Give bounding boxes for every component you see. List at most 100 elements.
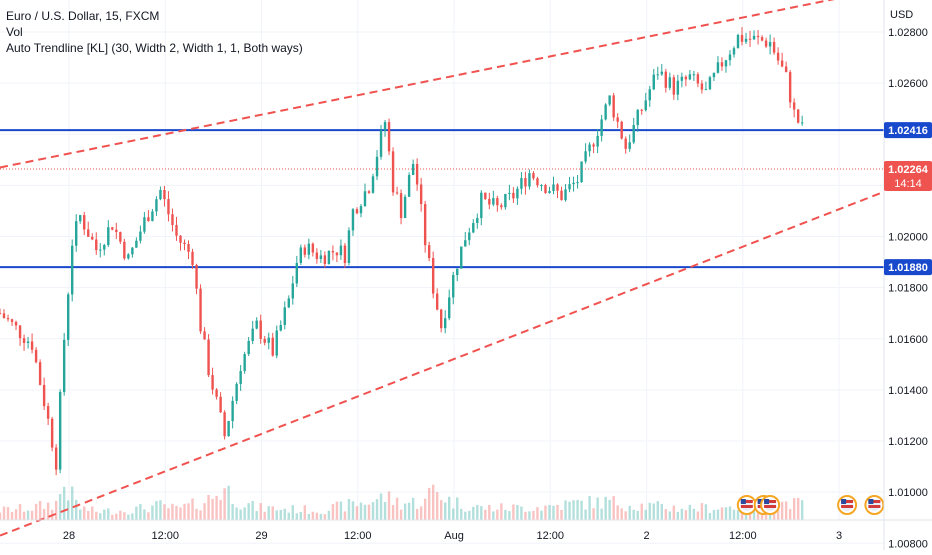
volume-bar [484,509,487,520]
candle-body [46,406,50,419]
volume-bar [243,507,246,520]
symbol-title[interactable]: Euro / U.S. Dollar, 15, FXCM [6,9,160,23]
volume-bar [83,506,86,520]
time-axis[interactable]: 28 12:00 29 12:00 Aug 12:00 2 12:00 3 [0,519,932,542]
volume-legend[interactable]: Vol [6,25,23,39]
volume-bar [468,510,471,520]
candle-body [788,72,792,103]
volume-bar [688,504,692,520]
economic-event-icon[interactable] [837,495,858,515]
volume-bar [628,505,631,520]
candle-body [2,313,6,319]
economic-event-icon[interactable] [736,495,757,515]
volume-bar [139,504,142,520]
time-tick-label: 2 [643,530,649,542]
volume-bar [303,505,307,520]
volume-bar [26,510,30,520]
candle-body [319,255,323,260]
candle-body [564,189,567,201]
volume-bar [472,506,475,520]
candle-body [135,240,138,248]
flag-canton [740,499,746,504]
candle-body [796,109,800,123]
indicator-legend[interactable]: Auto Trendline [KL] (30, Width 2, Width … [6,41,303,55]
economic-event-icon[interactable] [864,495,885,515]
candle-body [492,198,495,205]
economic-event-icon[interactable] [760,495,781,515]
candle-body [0,313,2,315]
candle-body [612,95,615,118]
volume-bar [255,511,258,520]
volume-bar [38,501,42,520]
candle-body [480,192,483,219]
volume-bar [572,500,575,520]
candle-body [608,95,611,105]
candle-body [179,235,182,243]
candle-body [235,383,238,401]
volume-bar [716,509,720,520]
candle-body [592,144,595,147]
candle-body [748,38,752,40]
volume-bar [355,506,359,520]
candles [0,27,804,476]
candle-body [532,173,535,179]
candle-body [476,218,479,224]
volume-bar [415,508,419,520]
volume-bar [395,497,399,520]
volume-bars [0,484,804,520]
candle-body [700,83,704,90]
time-tick-label: 12:00 [344,530,372,542]
candle-body [704,89,708,91]
candle-body [131,247,134,255]
volume-bar [496,509,499,520]
candle-body [632,125,635,143]
volume-bar [119,510,122,520]
candle-body [427,245,431,259]
candle-body [556,184,559,191]
chart-legend: Euro / U.S. Dollar, 15, FXCM Vol Auto Tr… [6,8,303,56]
volume-bar [359,502,363,520]
volume-bar [640,503,643,520]
candle-body [472,223,475,233]
level-price-label: 1.02416 [888,125,928,137]
candle-body [596,135,599,147]
candle-body [75,221,78,246]
volume-bar [704,504,708,520]
volume-bar [379,493,383,520]
candle-body [54,447,58,470]
candle-body [207,339,210,376]
volume-bar [480,506,483,520]
candle-body [720,62,724,67]
candle-body [544,185,547,194]
candle-body [580,161,583,183]
candle-body [183,242,186,245]
candle-body [752,35,756,40]
volume-bar [532,511,535,520]
candle-body [151,211,154,222]
volume-bar [115,513,118,520]
candle-body [756,35,760,38]
candle-body [768,41,772,47]
volume-bar [339,501,343,520]
flag-stripe [868,500,881,503]
volume-bar [431,484,435,520]
candle-body [692,74,696,76]
price-axis-unit: USD [890,9,913,21]
volume-bar [75,499,78,520]
volume-bar [0,512,2,520]
volume-bar [10,511,14,520]
level-price-tag [884,122,932,139]
volume-bar [155,500,158,520]
price-tags: 1.02416 1.01880 1.02264 14:14 [884,122,932,276]
candle-body [716,62,720,73]
candle-body [688,74,692,80]
volume-bar [556,504,559,520]
volume-bar [660,504,663,520]
volume-bar [772,509,776,520]
volume-bar [644,509,647,520]
candle-body [83,215,86,230]
volume-bar [592,508,595,520]
volume-bar [42,508,46,520]
volume-bar [167,508,170,520]
